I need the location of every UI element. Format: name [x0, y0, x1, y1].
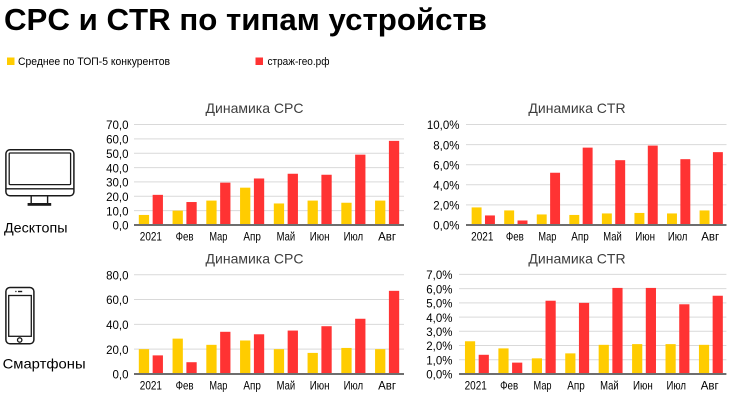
svg-text:0,0: 0,0: [113, 370, 129, 382]
svg-text:Апр: Апр: [571, 230, 589, 244]
svg-text:Июн: Июн: [635, 230, 655, 244]
svg-text:Динамика CTR: Динамика CTR: [528, 100, 625, 116]
svg-text:Июн: Июн: [633, 379, 653, 393]
svg-text:страж-гео.рф: страж-гео.рф: [268, 56, 330, 68]
svg-text:5,0%: 5,0%: [426, 299, 452, 311]
svg-text:40,0: 40,0: [106, 320, 128, 332]
svg-text:70,0: 70,0: [106, 120, 128, 132]
svg-text:60,0: 60,0: [106, 295, 128, 307]
svg-text:Динамика CPC: Динамика CPC: [206, 100, 304, 116]
svg-text:Авг: Авг: [701, 379, 720, 393]
svg-text:Фев: Фев: [176, 230, 194, 244]
svg-text:0,0%: 0,0%: [433, 221, 459, 233]
svg-text:Май: Май: [603, 230, 622, 244]
svg-text:20,0: 20,0: [106, 192, 128, 204]
svg-text:50,0: 50,0: [106, 149, 128, 161]
svg-text:Апр: Апр: [567, 379, 585, 393]
svg-text:0,0: 0,0: [113, 221, 129, 233]
svg-text:Авг: Авг: [701, 230, 720, 244]
svg-text:Июн: Июн: [310, 230, 330, 244]
svg-text:10,0: 10,0: [106, 206, 128, 218]
svg-text:Динамика CPC: Динамика CPC: [206, 251, 304, 267]
svg-text:1,0%: 1,0%: [426, 355, 452, 367]
svg-text:4,0%: 4,0%: [433, 181, 459, 193]
svg-text:Среднее по ТОП-5 конкурентов: Среднее по ТОП-5 конкурентов: [18, 56, 170, 68]
svg-text:Смартфоны: Смартфоны: [3, 356, 86, 372]
svg-text:2021: 2021: [140, 379, 162, 393]
svg-text:Апр: Апр: [243, 230, 261, 244]
svg-text:20,0: 20,0: [106, 345, 128, 357]
svg-text:Май: Май: [277, 230, 296, 244]
svg-text:2,0%: 2,0%: [433, 201, 459, 213]
svg-text:CPC и CTR по типам устройств: CPC и CTR по типам устройств: [4, 2, 487, 37]
svg-text:80,0: 80,0: [106, 270, 128, 282]
svg-text:Июл: Июл: [667, 379, 687, 393]
svg-text:Динамика CTR: Динамика CTR: [528, 251, 625, 267]
svg-text:Май: Май: [600, 379, 619, 393]
svg-text:8,0%: 8,0%: [433, 140, 459, 152]
svg-text:Авг: Авг: [378, 230, 397, 244]
svg-text:Десктопы: Десктопы: [4, 221, 68, 236]
svg-text:Июл: Июл: [344, 379, 364, 393]
svg-text:Мар: Мар: [209, 379, 227, 393]
svg-text:2021: 2021: [140, 230, 162, 244]
svg-text:30,0: 30,0: [106, 178, 128, 190]
svg-text:4,0%: 4,0%: [426, 313, 452, 325]
svg-text:Май: Май: [277, 379, 296, 393]
svg-text:7,0%: 7,0%: [426, 270, 452, 282]
svg-text:Июл: Июл: [344, 230, 364, 244]
svg-text:Мар: Мар: [534, 379, 552, 393]
svg-text:2,0%: 2,0%: [426, 341, 452, 353]
svg-text:10,0%: 10,0%: [427, 120, 460, 132]
svg-text:Фев: Фев: [500, 379, 518, 393]
svg-text:40,0: 40,0: [106, 163, 128, 175]
svg-text:Мар: Мар: [209, 230, 227, 244]
svg-text:3,0%: 3,0%: [426, 327, 452, 339]
svg-text:Июл: Июл: [668, 230, 688, 244]
svg-text:2021: 2021: [471, 230, 493, 244]
svg-text:60,0: 60,0: [106, 135, 128, 147]
svg-text:6,0%: 6,0%: [426, 284, 452, 296]
svg-text:6,0%: 6,0%: [433, 160, 459, 172]
svg-text:Фев: Фев: [176, 379, 194, 393]
svg-text:Апр: Апр: [243, 379, 261, 393]
svg-text:Мар: Мар: [538, 230, 556, 244]
svg-text:Июн: Июн: [310, 379, 330, 393]
svg-text:Фев: Фев: [506, 230, 524, 244]
svg-text:Авг: Авг: [378, 379, 397, 393]
svg-text:0,0%: 0,0%: [426, 370, 452, 382]
svg-text:2021: 2021: [465, 379, 487, 393]
